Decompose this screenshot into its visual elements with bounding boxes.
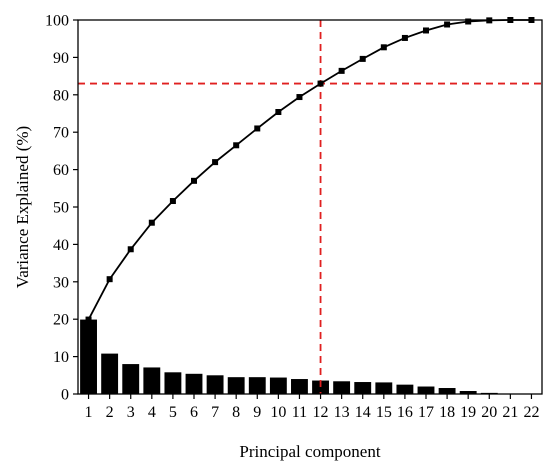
y-tick-label-10: 10 [53, 349, 69, 366]
cumulative-variance-line [87, 19, 532, 320]
bar-pc-9 [248, 377, 266, 394]
bar-pc-4 [143, 367, 161, 394]
x-tick-label-20: 20 [481, 404, 497, 421]
y-axis-title: Variance Explained (%) [13, 126, 32, 288]
cumulative-point-pc-9 [254, 125, 261, 132]
bar-pc-10 [269, 377, 287, 394]
bar-pc-11 [291, 379, 308, 394]
y-tick-label-0: 0 [61, 387, 69, 404]
x-tick-label-15: 15 [376, 404, 392, 421]
x-tick-label-3: 3 [127, 404, 135, 421]
x-tick-label-2: 2 [106, 404, 114, 421]
cumulative-point-pc-8 [233, 142, 240, 149]
cumulative-point-pc-2 [106, 276, 113, 283]
x-tick-label-8: 8 [232, 404, 240, 421]
x-tick-label-18: 18 [439, 404, 455, 421]
cumulative-point-pc-11 [296, 94, 303, 101]
y-tick-label-50: 50 [53, 200, 69, 217]
bar-pc-8 [227, 377, 245, 394]
cumulative-point-pc-5 [169, 198, 176, 205]
cumulative-point-pc-1 [85, 316, 92, 323]
bar-pc-7 [206, 375, 224, 394]
x-tick-label-7: 7 [211, 404, 219, 421]
y-tick-label-90: 90 [53, 50, 69, 67]
x-tick-label-21: 21 [502, 404, 518, 421]
x-tick-label-17: 17 [418, 404, 434, 421]
x-axis-title: Principal component [239, 442, 380, 461]
bar-pc-15 [375, 382, 393, 394]
bar-pc-18 [438, 388, 456, 394]
cumulative-point-pc-7 [212, 159, 219, 166]
x-tick-label-22: 22 [523, 404, 539, 421]
bar-pc-19 [459, 391, 477, 394]
bar-pc-3 [122, 364, 140, 394]
x-tick-label-16: 16 [397, 404, 413, 421]
cumulative-point-pc-14 [359, 55, 366, 62]
bar-pc-16 [396, 384, 414, 394]
cumulative-point-pc-10 [275, 109, 282, 116]
plot-frame [77, 19, 543, 395]
x-tick-label-19: 19 [460, 404, 476, 421]
y-tick-label-60: 60 [53, 162, 69, 179]
x-tick-label-10: 10 [270, 404, 286, 421]
bar-pc-1 [80, 319, 97, 394]
x-tick-label-5: 5 [169, 404, 177, 421]
bar-pc-2 [101, 353, 119, 394]
x-tick-label-6: 6 [190, 404, 198, 421]
cumulative-point-pc-6 [191, 177, 197, 184]
cumulative-point-pc-19 [465, 18, 472, 25]
bar-pc-6 [185, 373, 203, 394]
cumulative-point-pc-18 [444, 21, 451, 28]
bar-pc-5 [164, 372, 182, 394]
cumulative-point-pc-13 [338, 67, 345, 74]
cumulative-point-pc-17 [423, 27, 429, 34]
cumulative-point-pc-12 [317, 80, 324, 87]
cumulative-point-pc-3 [127, 246, 134, 253]
bar-pc-17 [417, 386, 435, 394]
y-tick-label-80: 80 [53, 87, 69, 104]
x-tick-label-14: 14 [355, 404, 371, 421]
bar-pc-12 [312, 380, 329, 394]
x-tick-label-9: 9 [253, 404, 261, 421]
cumulative-point-pc-16 [401, 34, 408, 41]
x-tick-label-1: 1 [85, 404, 93, 421]
cumulative-point-pc-4 [148, 219, 155, 226]
bar-pc-14 [354, 382, 372, 394]
bar-pc-13 [333, 381, 351, 394]
y-tick-label-100: 100 [45, 13, 69, 30]
x-tick-label-12: 12 [313, 404, 329, 421]
y-tick-label-30: 30 [53, 274, 69, 291]
y-tick-label-40: 40 [53, 237, 69, 254]
x-tick-label-11: 11 [292, 404, 307, 421]
x-tick-label-4: 4 [148, 404, 156, 421]
y-tick-label-20: 20 [53, 312, 69, 329]
y-tick-label-70: 70 [53, 125, 69, 142]
x-tick-label-13: 13 [334, 404, 350, 421]
cumulative-point-pc-15 [380, 44, 387, 51]
